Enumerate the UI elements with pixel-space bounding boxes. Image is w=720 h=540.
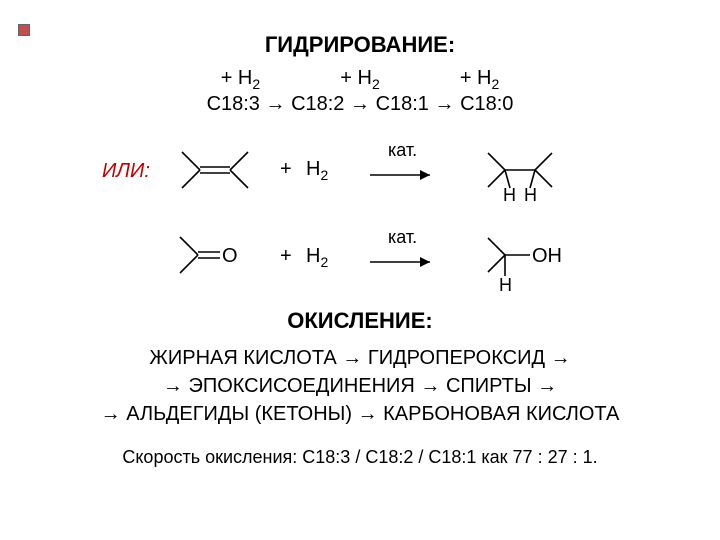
reaction-row-carbonyl: О + Н2 кат. ОН H [0, 215, 720, 285]
row2-h2-sub: 2 [320, 254, 328, 270]
row2-h: H [499, 275, 512, 296]
heading-oxidation: ОКИСЛЕНИЕ: [0, 308, 720, 334]
chain-block: + Н2 + Н2 + Н2 С18:3 → С18:2 → С18:1 → С… [0, 65, 720, 125]
row2-o: О [222, 245, 238, 268]
heading-hydrogenation: ГИДРИРОВАНИЕ: [0, 32, 720, 58]
row1-h-right: H [524, 185, 537, 206]
row2-h2: Н [306, 245, 320, 267]
row1-h2-sub: 2 [320, 167, 328, 183]
chain-c1: С18:2 [291, 93, 344, 115]
h2-sub-2: 2 [372, 76, 380, 92]
rate-line: Скорость окисления: С18:3 / С18:2 / С18:… [0, 445, 720, 469]
row1-arrow [370, 165, 440, 185]
oxidation-line-2: → ЭПОКСИСОЕДИНЕНИЯ → СПИРТЫ → [0, 373, 720, 400]
row1-cat: кат. [388, 140, 417, 161]
row1-h-left: H [503, 185, 516, 206]
chain-arrow-2: → [350, 93, 370, 115]
slide: ГИДРИРОВАНИЕ: + Н2 + Н2 + Н2 С18:3 → С18… [0, 0, 720, 540]
row2-plus: + [280, 245, 292, 268]
h2-plus-2: + Н [340, 67, 372, 89]
h2-plus-1: + Н [221, 67, 253, 89]
row1-plus: + [280, 158, 292, 181]
oxidation-line-1: ЖИРНАЯ КИСЛОТА → ГИДРОПЕРОКСИД → [0, 345, 720, 372]
row2-arrow [370, 252, 440, 272]
row2-cat: кат. [388, 227, 417, 248]
chain-arrow-3: → [435, 93, 455, 115]
row2-oh: ОН [532, 245, 562, 268]
h2-plus-3: + Н [460, 67, 492, 89]
alkene-icon [170, 140, 260, 200]
chain-c3: С18:0 [460, 93, 513, 115]
carbonyl-icon [170, 225, 250, 285]
reaction-row-alkene: + Н2 кат. H H [0, 130, 720, 200]
h2-sub-1: 2 [252, 76, 260, 92]
chain-c0: С18:3 [207, 93, 260, 115]
h2-sub-3: 2 [492, 76, 500, 92]
chain-c2: С18:1 [376, 93, 429, 115]
row1-h2: Н [306, 158, 320, 180]
chain-arrow-1: → [266, 93, 286, 115]
oxidation-line-3: → АЛЬДЕГИДЫ (КЕТОНЫ) → КАРБОНОВАЯ КИСЛОТ… [0, 401, 720, 428]
